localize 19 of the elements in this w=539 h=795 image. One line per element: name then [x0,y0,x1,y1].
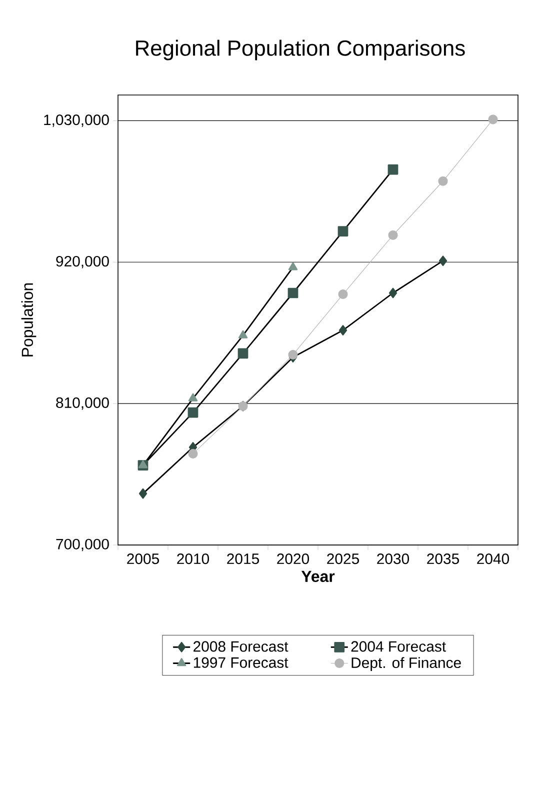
x-tick-label: 2020 [277,553,310,564]
x-tick-label: 2035 [427,553,459,564]
x-tick-label: 2010 [177,553,210,564]
x-tick-label: 2040 [477,553,510,564]
x-tick-label: 2005 [127,553,159,564]
x-tick-label: 2030 [377,553,410,564]
y-tick-label: 700,000 [56,538,109,552]
legend-label: 2004 Forecast [351,641,446,652]
chart-title: Regional Population Comparisons [136,40,465,60]
legend-label: Dept. of Finance [352,657,461,672]
x-tick-label: 2025 [327,553,359,564]
x-tick-label: 2015 [227,553,259,564]
legend-label: 1997 Forecast [194,657,288,668]
x-axis-title: Year [301,570,335,582]
y-tick-label: 1,030,000 [44,114,109,127]
y-tick-label: 810,000 [56,397,109,410]
y-axis-title: Population [21,283,36,356]
y-tick-label: 920,000 [56,256,109,268]
legend-label: 2008 Forecast [194,641,288,652]
